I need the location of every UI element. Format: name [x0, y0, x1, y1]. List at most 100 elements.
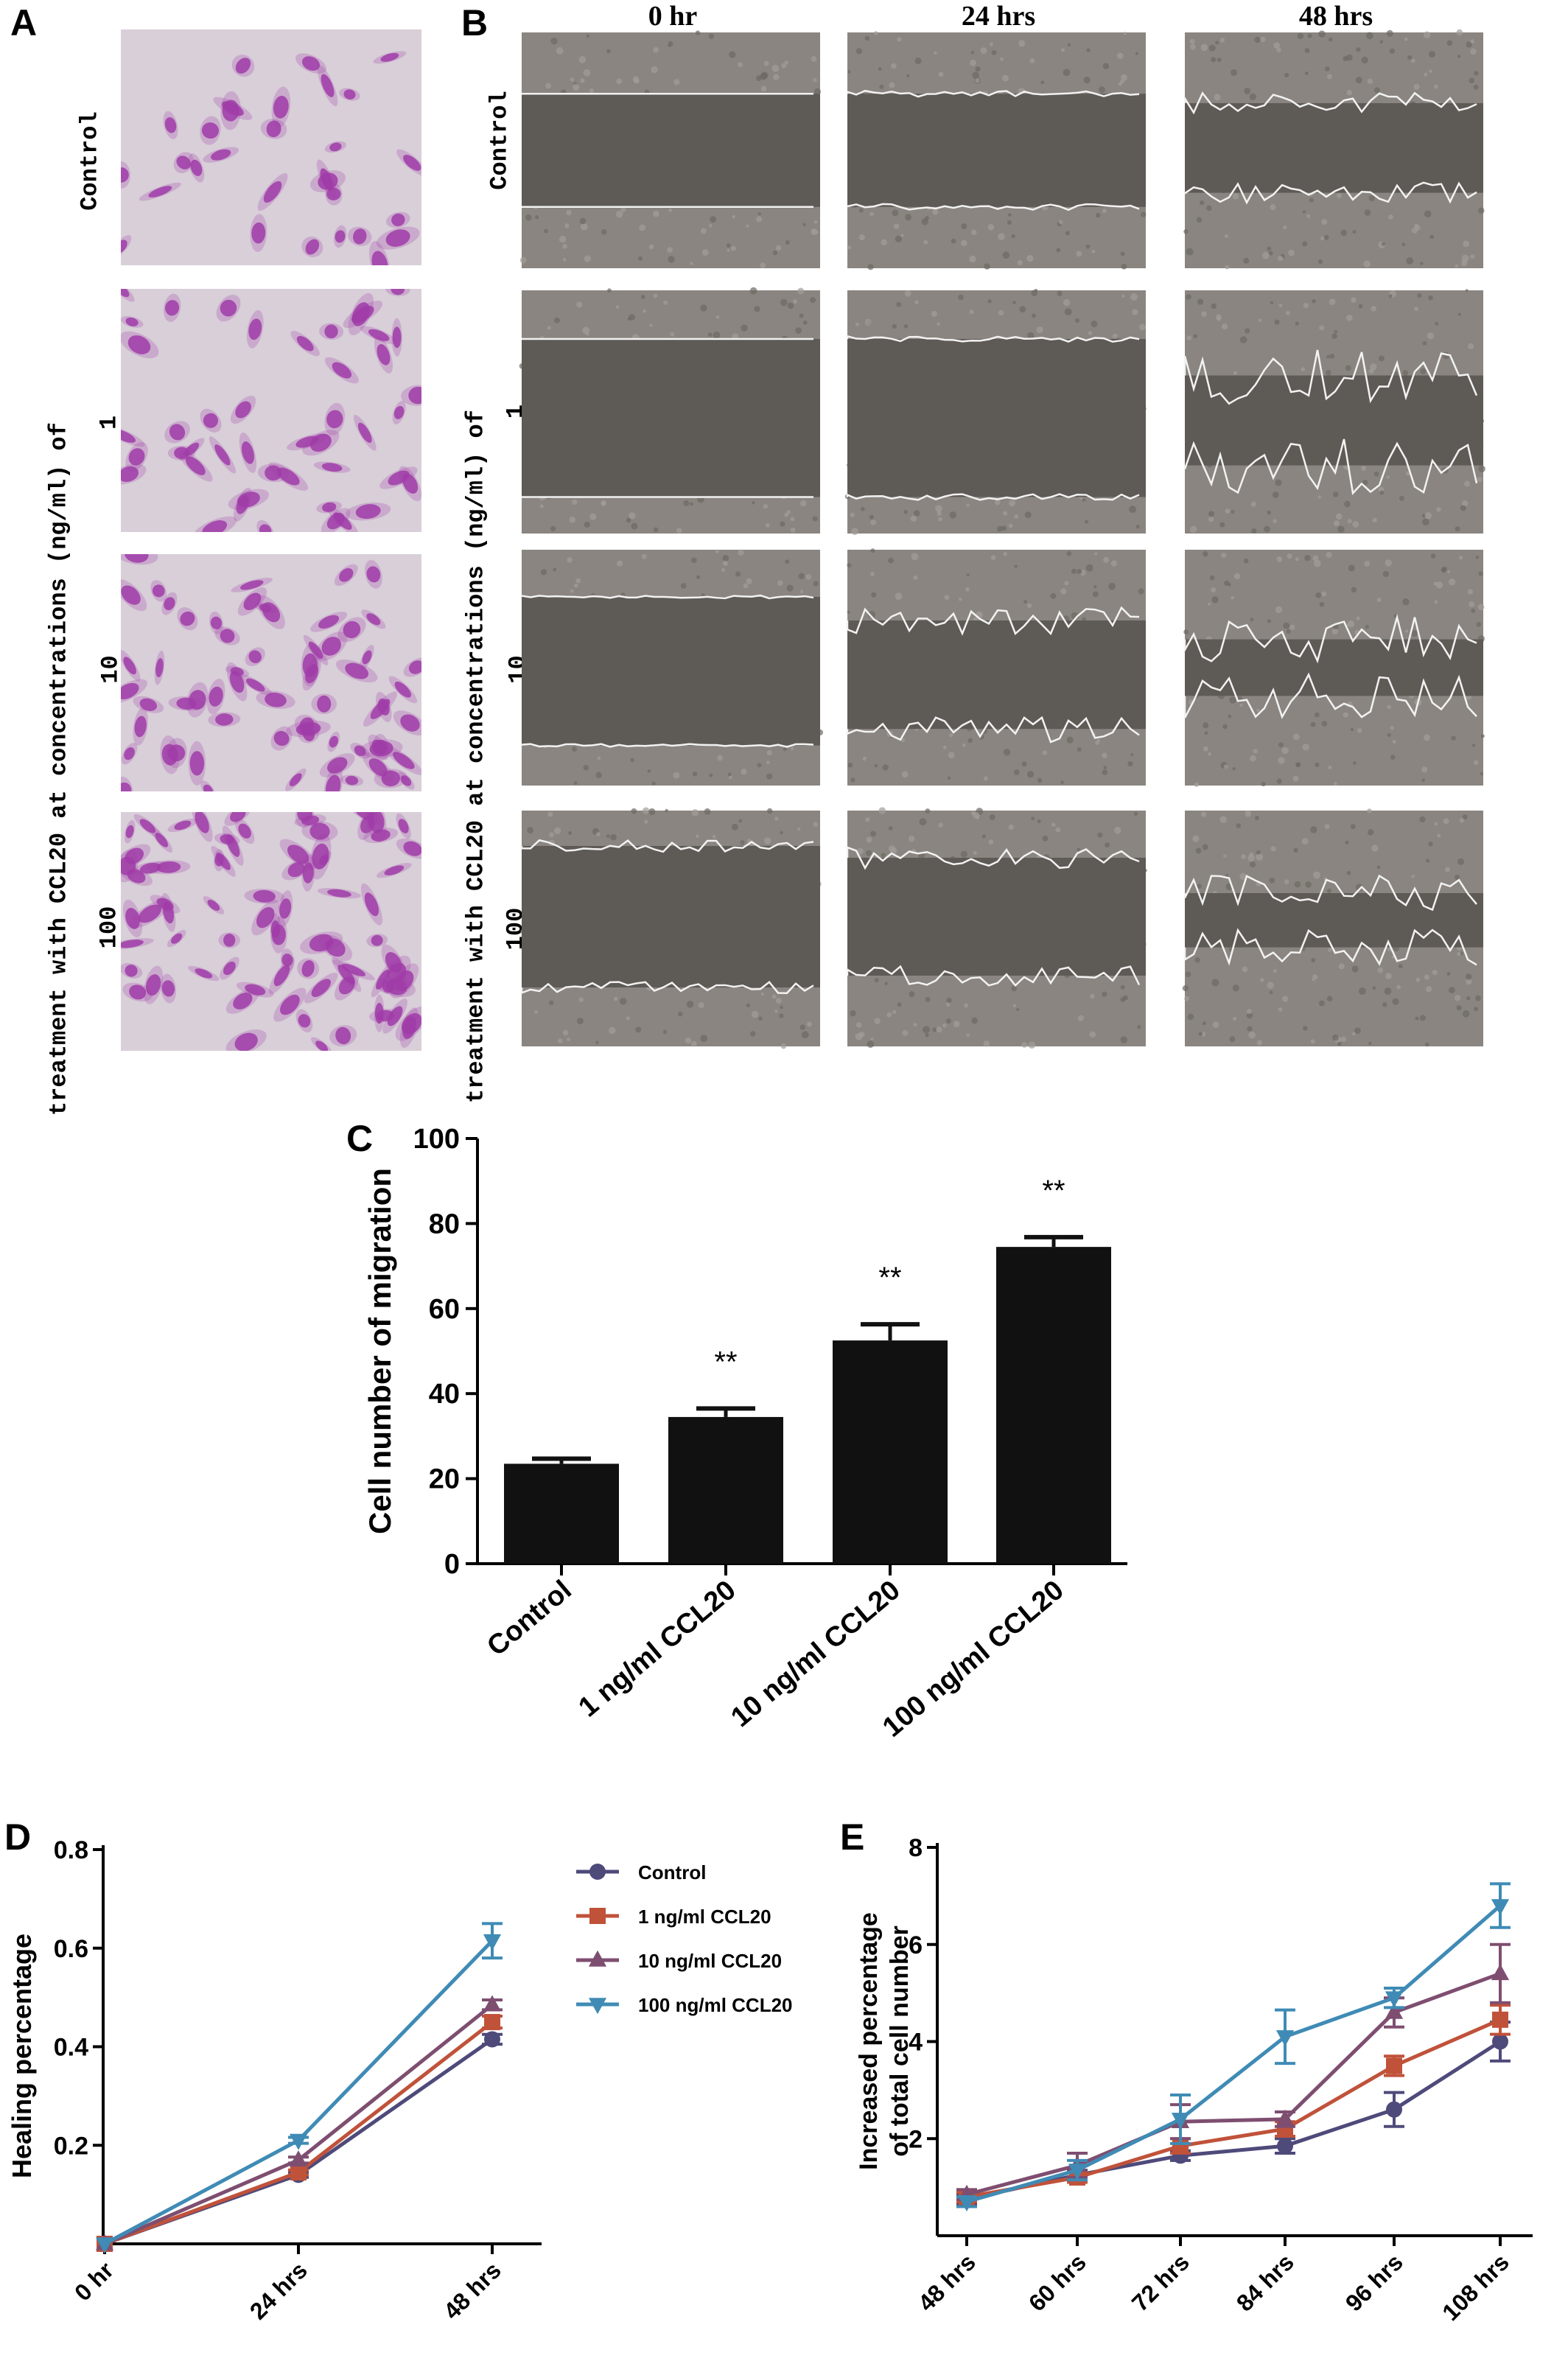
cell-nucleus — [362, 650, 372, 665]
cell-texture — [1239, 872, 1247, 881]
cell-texture — [1361, 466, 1367, 471]
cell-nucleus — [368, 329, 390, 341]
cell-texture — [567, 557, 573, 563]
data-point — [1385, 2002, 1404, 2019]
cell-texture — [780, 830, 783, 835]
cell-texture — [584, 521, 590, 528]
cell-texture — [1420, 368, 1427, 375]
cell-nucleus — [176, 697, 197, 710]
cell-texture — [1344, 500, 1351, 508]
cell-texture — [1185, 971, 1191, 978]
x-tick-label: 84 hrs — [1231, 2248, 1299, 2316]
cell-texture — [1389, 48, 1396, 54]
cell-texture — [668, 256, 675, 263]
cell-nucleus — [234, 1032, 258, 1051]
cell-texture — [1137, 1025, 1141, 1029]
cell-texture — [1421, 766, 1428, 773]
cell-texture — [1333, 520, 1340, 527]
cell-texture — [802, 321, 808, 325]
cell-texture — [1197, 298, 1204, 305]
cell-texture — [1346, 315, 1353, 321]
cell-texture — [662, 1029, 668, 1035]
cell-texture — [1307, 33, 1312, 38]
cell-texture — [1455, 526, 1460, 532]
cell-texture — [1254, 816, 1259, 821]
cell-texture — [1272, 492, 1279, 498]
cell-texture — [1267, 246, 1272, 251]
cell-nucleus — [245, 984, 266, 996]
x-tick-label: 10 ng/ml CCL20 — [725, 1575, 906, 1733]
cell-texture — [557, 1038, 563, 1044]
cell-texture — [1082, 617, 1087, 622]
cell-texture — [1367, 78, 1373, 84]
cell-texture — [710, 216, 717, 223]
cell-texture — [1211, 57, 1217, 63]
cell-nucleus — [326, 187, 341, 200]
cell-texture — [936, 1026, 942, 1033]
cell-texture — [868, 611, 876, 618]
cell-texture — [1121, 263, 1127, 270]
cell-texture — [925, 1032, 929, 1038]
cell-texture — [1219, 522, 1225, 528]
cell-texture — [1209, 575, 1215, 581]
cell-texture — [1345, 365, 1351, 371]
cell-texture — [683, 500, 690, 506]
cell-nucleus — [305, 239, 320, 255]
cell-texture — [1021, 761, 1027, 767]
cell-texture — [1221, 552, 1227, 559]
cell-texture — [1243, 257, 1250, 264]
cell-texture — [987, 224, 995, 231]
cell-texture — [715, 315, 720, 319]
cell-texture — [904, 290, 911, 297]
cell-texture — [942, 745, 947, 749]
x-tick-label: 100 ng/ml CCL20 — [877, 1575, 1070, 1743]
cell-texture — [1245, 810, 1252, 817]
cell-texture — [1123, 32, 1127, 35]
cell-texture — [1064, 308, 1072, 316]
cell-texture — [975, 78, 980, 83]
cell-texture — [847, 70, 851, 74]
cell-texture — [1013, 769, 1020, 775]
cell-texture — [1295, 321, 1299, 326]
cell-texture — [1189, 525, 1197, 534]
cell-texture — [1001, 525, 1007, 531]
cell-texture — [1259, 978, 1264, 982]
cell-texture — [1233, 1016, 1237, 1021]
cell-texture — [1352, 521, 1359, 528]
cell-texture — [948, 752, 955, 759]
series-line — [104, 2021, 494, 2246]
cell-texture — [1376, 865, 1381, 870]
cell-texture — [1275, 606, 1283, 614]
cell-texture — [882, 764, 889, 771]
cell-texture — [891, 63, 897, 69]
data-point — [1277, 2138, 1293, 2155]
wound-edge-top — [1183, 349, 1478, 405]
cell-texture — [1457, 312, 1461, 316]
x-tick-label: 1 ng/ml CCL20 — [573, 1575, 742, 1724]
data-point — [588, 1998, 607, 2015]
wound-edge-bottom — [846, 493, 1140, 501]
cell-texture — [1424, 974, 1429, 980]
cell-texture — [1351, 965, 1359, 973]
cell-nucleus — [408, 386, 421, 405]
significance-label: ** — [1042, 1175, 1065, 1207]
cell-texture — [1421, 778, 1426, 783]
cell-texture — [987, 299, 992, 304]
cell-texture — [855, 1032, 863, 1040]
cell-texture — [1217, 57, 1222, 63]
cell-texture — [1273, 42, 1280, 49]
cell-texture — [1388, 214, 1393, 220]
cell-texture — [783, 746, 788, 752]
scratch-gap — [522, 94, 820, 207]
cell-texture — [862, 756, 867, 761]
cell-texture — [1029, 57, 1035, 63]
cell-nucleus — [189, 751, 205, 776]
cell-texture — [913, 1023, 917, 1027]
cell-texture — [870, 520, 876, 525]
cell-nucleus — [371, 829, 391, 842]
cell-texture — [1224, 234, 1229, 239]
series-line — [966, 1904, 1502, 2204]
cell-texture — [870, 1037, 874, 1041]
cell-texture — [1358, 987, 1366, 995]
bar — [833, 1340, 948, 1564]
